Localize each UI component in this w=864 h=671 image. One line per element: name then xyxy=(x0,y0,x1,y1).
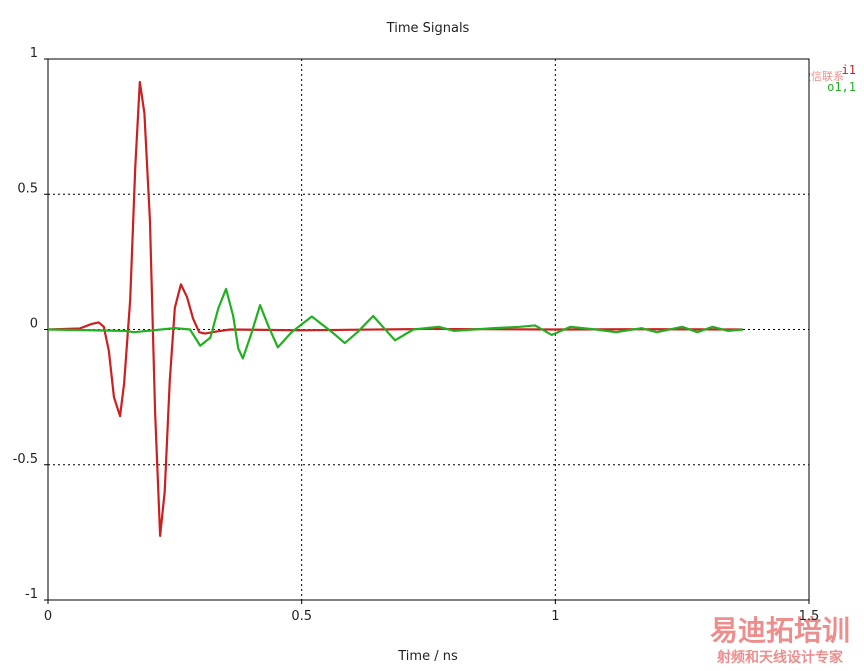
chart-title: Time Signals xyxy=(386,21,470,36)
y-tick-label: -1 xyxy=(25,587,38,602)
y-tick-label: 0 xyxy=(30,317,38,332)
y-tick-label: 0.5 xyxy=(17,181,38,196)
x-axis-label: Time / ns xyxy=(397,649,458,664)
watermark-brand: 易迪拓培训 xyxy=(710,614,850,647)
x-tick-label: 0.5 xyxy=(291,609,312,624)
y-tick-label: 1 xyxy=(30,46,38,61)
series-line xyxy=(47,287,744,360)
series-line xyxy=(47,80,744,537)
watermark-slogan: 射频和天线设计专家 xyxy=(716,649,844,666)
x-tick-label: 1 xyxy=(551,609,559,624)
x-tick-label: 1.5 xyxy=(799,609,820,624)
legend-label: o1,1 xyxy=(827,80,856,94)
x-tick-label: 0 xyxy=(44,609,52,624)
watermark-contact: 微信联系 xyxy=(800,69,844,83)
y-tick-label: -0.5 xyxy=(13,452,38,467)
legend-label: i1 xyxy=(842,63,856,77)
